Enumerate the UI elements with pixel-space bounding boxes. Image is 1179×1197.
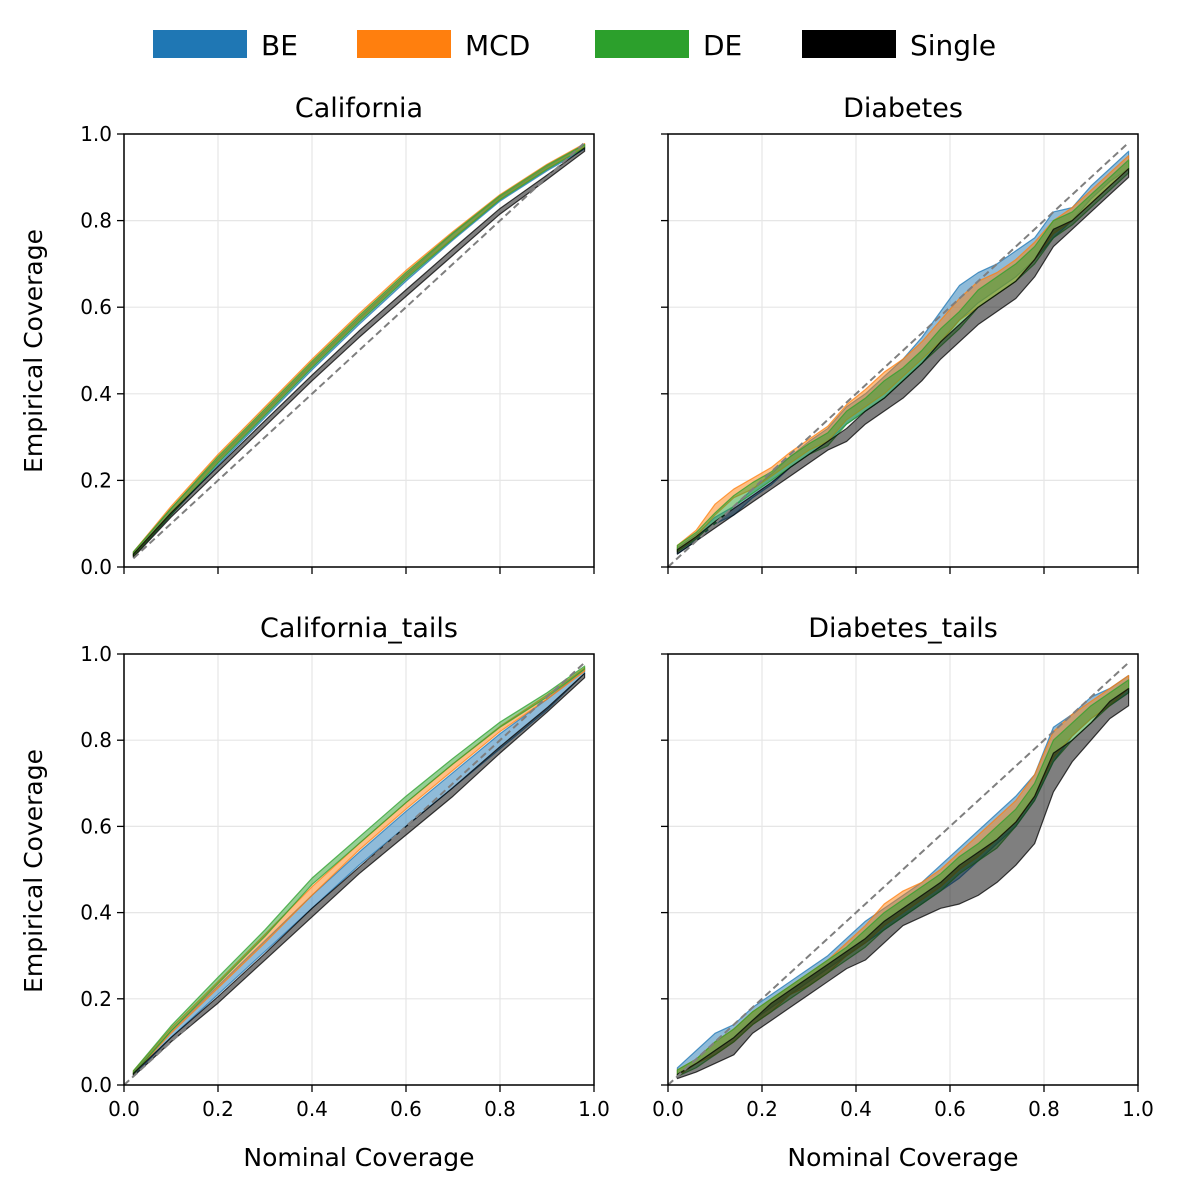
x-tick-label: 0.0 <box>108 1097 140 1121</box>
x-tick-label: 0.4 <box>840 1097 872 1121</box>
panel-california-tails: California_tails Empirical Coverage Nomi… <box>19 613 610 1172</box>
y-tick-label: 1.0 <box>80 122 112 146</box>
band-single <box>132 147 586 559</box>
legend-label-be: BE <box>261 29 298 62</box>
panel-diabetes-tails: Diabetes_tails Nominal Coverage 0.0 0.2 0.… <box>652 613 1154 1172</box>
plot-frame <box>123 653 595 1086</box>
y-tick-label: 0.0 <box>80 555 112 579</box>
legend-swatch-de <box>595 30 689 58</box>
x-tick-label: 0.8 <box>484 1097 516 1121</box>
panel-title: Diabetes_tails <box>808 613 998 644</box>
x-tick-label: 0.0 <box>652 1097 684 1121</box>
x-tick-label: 0.4 <box>296 1097 328 1121</box>
legend-label-de: DE <box>703 29 742 62</box>
legend-label-single: Single <box>910 29 996 62</box>
reference-diagonal <box>123 661 586 1086</box>
x-axis-label: Nominal Coverage <box>243 1143 474 1172</box>
panel-california: California Empirical Coverage 0.0 0.2 0.4 0… <box>19 93 595 579</box>
data-bands <box>676 674 1130 1080</box>
data-bands <box>132 665 586 1077</box>
y-tick-label: 0.8 <box>80 209 112 233</box>
x-axis-label: Nominal Coverage <box>787 1143 1018 1172</box>
band-be <box>132 144 586 557</box>
band-single <box>676 168 1130 555</box>
y-tick-label: 0.0 <box>80 1073 112 1097</box>
data-bands <box>676 150 1130 555</box>
data-bands <box>132 142 586 559</box>
y-tick-label: 0.4 <box>80 901 112 925</box>
band-single <box>132 672 586 1077</box>
x-tick-label: 0.2 <box>202 1097 234 1121</box>
x-tick-label: 1.0 <box>578 1097 610 1121</box>
y-tick-label: 0.2 <box>80 468 112 492</box>
panel-diabetes: Diabetes <box>661 93 1139 574</box>
x-tick-label: 0.8 <box>1028 1097 1060 1121</box>
plot-frame <box>123 133 595 568</box>
legend-swatch-mcd <box>357 30 451 58</box>
y-axis-label: Empirical Coverage <box>19 749 48 993</box>
plot-frame <box>667 133 1139 568</box>
panel-title: Diabetes <box>843 93 963 124</box>
y-tick-label: 1.0 <box>80 642 112 666</box>
x-tick-label: 0.6 <box>390 1097 422 1121</box>
band-de <box>132 665 586 1075</box>
y-axis-label: Empirical Coverage <box>19 229 48 473</box>
y-tick-label: 0.2 <box>80 987 112 1011</box>
x-tick-label: 1.0 <box>1122 1097 1154 1121</box>
reference-diagonal <box>667 141 1130 568</box>
y-tick-label: 0.8 <box>80 728 112 752</box>
x-tick-label: 0.2 <box>746 1097 778 1121</box>
legend-swatch-single <box>802 30 896 58</box>
y-tick-label: 0.4 <box>80 382 112 406</box>
legend: BE MCD DE Single <box>153 29 996 62</box>
reference-diagonal <box>132 141 586 560</box>
panel-title: California_tails <box>260 613 458 644</box>
x-tick-label: 0.6 <box>934 1097 966 1121</box>
legend-label-mcd: MCD <box>465 29 530 62</box>
panel-title: California <box>295 93 423 124</box>
y-tick-label: 0.6 <box>80 814 112 838</box>
y-tick-label: 0.6 <box>80 295 112 319</box>
band-single <box>676 687 1130 1080</box>
legend-swatch-be <box>153 30 247 58</box>
plot-frame <box>667 653 1139 1086</box>
reference-diagonal <box>667 661 1130 1086</box>
band-de <box>676 159 1130 553</box>
